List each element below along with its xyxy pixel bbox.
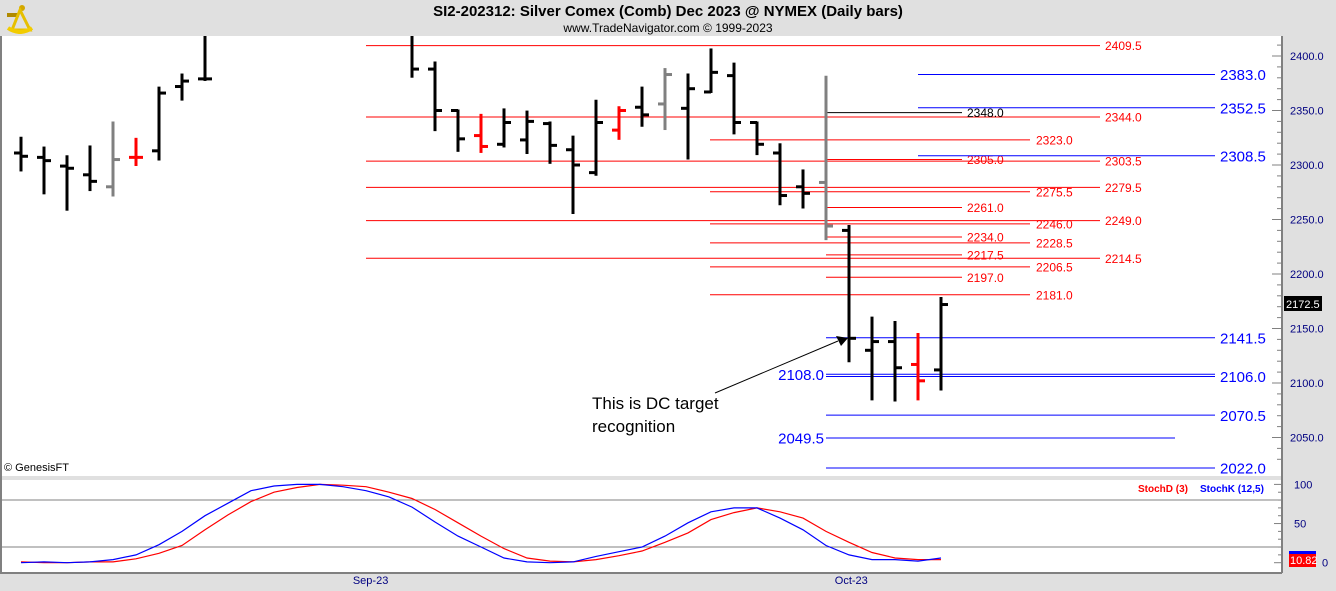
ohlc-bar bbox=[37, 146, 51, 195]
annotation-arrow-line bbox=[714, 340, 839, 394]
ohlc-bar bbox=[865, 316, 879, 401]
chart-header: SI2-202312: Silver Comex (Comb) Dec 2023… bbox=[0, 0, 1336, 36]
stoch-axis-label: 50 bbox=[1294, 519, 1306, 531]
ohlc-bar bbox=[14, 136, 28, 172]
level-label: 2246.0 bbox=[1036, 217, 1073, 231]
stoch-d-line bbox=[20, 483, 941, 564]
level-label: 2206.5 bbox=[1036, 260, 1073, 274]
level-label: 2181.0 bbox=[1036, 288, 1073, 302]
stoch-readout: 10.82 bbox=[1290, 555, 1318, 567]
date-axis-panel bbox=[0, 573, 1336, 591]
last-price-box bbox=[1284, 296, 1322, 311]
level-label: 2214.5 bbox=[1105, 252, 1142, 266]
annotation-line-1: This is DC target bbox=[592, 394, 719, 413]
ohlc-bar bbox=[796, 169, 810, 209]
level-label: 2275.5 bbox=[1036, 185, 1073, 199]
stoch-k-line bbox=[20, 483, 942, 564]
ohlc-bar bbox=[198, 36, 212, 81]
ohlc-bar bbox=[589, 99, 603, 176]
ohlc-bar bbox=[888, 320, 902, 402]
price-axis-label: 2200.0 bbox=[1290, 269, 1324, 281]
stoch-d-legend: StochD (3) bbox=[1138, 484, 1188, 495]
ohlc-bar bbox=[750, 120, 764, 156]
price-axis-label: 2050.0 bbox=[1290, 433, 1324, 445]
price-axis-label: 2350.0 bbox=[1290, 106, 1324, 118]
ohlc-bar bbox=[428, 61, 442, 132]
last-price-label: 2172.5 bbox=[1286, 299, 1320, 311]
panel-divider bbox=[0, 476, 1282, 480]
ohlc-bar bbox=[175, 73, 189, 101]
ohlc-bar bbox=[520, 110, 534, 155]
ohlc-bar bbox=[543, 121, 557, 164]
ohlc-bar bbox=[842, 225, 856, 363]
date-axis-label: Sep-23 bbox=[353, 575, 388, 587]
price-axis-label: 2150.0 bbox=[1290, 324, 1324, 336]
level-label: 2308.5 bbox=[1220, 148, 1266, 165]
level-label: 2261.0 bbox=[967, 201, 1004, 215]
ohlc-bar bbox=[83, 145, 97, 192]
price-axis-panel bbox=[1282, 36, 1336, 591]
level-label: 2305.0 bbox=[967, 153, 1004, 167]
stoch-k-legend: StochK (12,5) bbox=[1200, 484, 1264, 495]
ohlc-bar bbox=[497, 108, 511, 148]
level-label: 2279.5 bbox=[1105, 181, 1142, 195]
stoch-readout-box bbox=[1289, 554, 1316, 567]
level-label: 2249.0 bbox=[1105, 214, 1142, 228]
annotation-arrowhead-icon bbox=[836, 336, 848, 346]
level-label: 2070.5 bbox=[1220, 408, 1266, 425]
ohlc-bar bbox=[934, 296, 948, 391]
ohlc-bar bbox=[566, 135, 580, 214]
copyright-label: © GenesisFT bbox=[4, 462, 69, 474]
ohlc-bar bbox=[451, 109, 465, 152]
stoch-axis-label: 100 bbox=[1294, 479, 1312, 491]
level-label: 2409.5 bbox=[1105, 39, 1142, 53]
level-label: 2108.0 bbox=[778, 367, 824, 384]
level-label: 2303.5 bbox=[1105, 155, 1142, 169]
stoch-k-marker bbox=[1289, 551, 1316, 554]
level-label: 2348.0 bbox=[967, 106, 1004, 120]
level-label: 2344.0 bbox=[1105, 111, 1142, 125]
level-label: 2352.5 bbox=[1220, 100, 1266, 117]
ohlc-bar bbox=[681, 73, 695, 160]
ohlc-bar bbox=[152, 86, 166, 161]
ohlc-bar bbox=[129, 137, 143, 166]
ohlc-bar bbox=[474, 113, 488, 153]
ohlc-bar bbox=[819, 75, 833, 241]
level-label: 2234.0 bbox=[967, 231, 1004, 245]
level-label: 2217.5 bbox=[967, 248, 1004, 262]
price-axis-label: 2250.0 bbox=[1290, 215, 1324, 227]
stoch-axis-label: 0 bbox=[1322, 558, 1328, 570]
ohlc-bar bbox=[773, 143, 787, 206]
price-axis-label: 2400.0 bbox=[1290, 51, 1324, 63]
sextant-icon bbox=[6, 5, 34, 34]
level-label: 2141.5 bbox=[1220, 330, 1266, 347]
ohlc-bar bbox=[911, 332, 925, 401]
level-label: 2383.0 bbox=[1220, 67, 1266, 84]
ohlc-bar bbox=[410, 36, 419, 78]
level-label: 2228.5 bbox=[1036, 236, 1073, 250]
ohlc-bar bbox=[106, 121, 120, 197]
price-axis-label: 2300.0 bbox=[1290, 160, 1324, 172]
ohlc-bar bbox=[612, 106, 626, 140]
level-label: 2323.0 bbox=[1036, 133, 1073, 147]
chart-subtitle: www.TradeNavigator.com © 1999-2023 bbox=[563, 21, 773, 35]
level-label: 2049.5 bbox=[778, 431, 824, 448]
ohlc-bar bbox=[727, 62, 741, 135]
ohlc-bar bbox=[635, 86, 649, 127]
level-label: 2106.0 bbox=[1220, 369, 1266, 386]
ohlc-bar bbox=[704, 48, 718, 94]
annotation-line-2: recognition bbox=[592, 417, 676, 436]
chart-title: SI2-202312: Silver Comex (Comb) Dec 2023… bbox=[433, 3, 903, 20]
level-label: 2197.0 bbox=[967, 271, 1004, 285]
date-axis-label: Oct-23 bbox=[835, 575, 868, 587]
price-axis-label: 2100.0 bbox=[1290, 378, 1324, 390]
level-label: 2022.0 bbox=[1220, 461, 1266, 478]
ohlc-bar bbox=[658, 68, 672, 131]
ohlc-bar bbox=[60, 155, 74, 211]
